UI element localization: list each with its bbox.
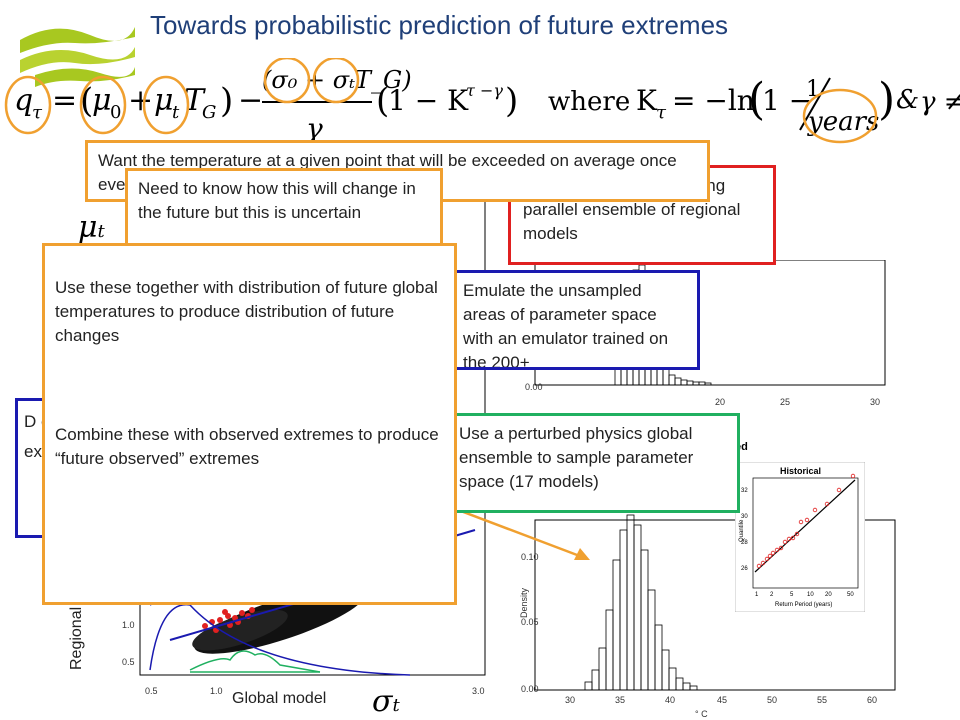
eq-where: where xyxy=(548,87,630,117)
inset-ytick-3: 30 xyxy=(741,514,748,520)
highlight-mu0 xyxy=(79,75,127,135)
page-title: Towards probabilistic prediction of futu… xyxy=(150,10,729,40)
orange-arrow xyxy=(444,503,590,560)
eq-K: Κ xyxy=(636,84,658,117)
histogram-bottom: 0.00 0.05 0.10 Density 30 35 40 45 50 55… xyxy=(519,441,896,719)
svg-text:(: ( xyxy=(376,81,389,121)
hist-top-ytick: 0.00 xyxy=(525,382,543,392)
svg-text:=: = xyxy=(52,83,77,118)
scatter-ytick-2: 0.5 xyxy=(122,657,135,667)
eq-amp: & xyxy=(896,85,919,115)
inset-plot: Historical 1 2 5 10 20 50 Return Period … xyxy=(735,462,865,612)
eq-tg-sub: G xyxy=(202,102,216,123)
svg-text:): ) xyxy=(505,81,518,121)
inset-ytick-2: 28 xyxy=(741,540,748,546)
hist-top-xtick-2: 30 xyxy=(870,397,880,407)
scatter-ytick-1: 1.0 xyxy=(122,620,135,630)
inset-ylabel: Quantile xyxy=(739,519,745,542)
logo-icon xyxy=(20,27,135,87)
box-emulate: Emulate the unsampled areas of parameter… xyxy=(420,270,700,370)
scatter-ylabel: Regional xyxy=(68,606,85,670)
scatter-xtick-2: 1.0 xyxy=(210,686,223,696)
inset-xtick-2: 2 xyxy=(770,592,774,598)
eq-mut-sub: t xyxy=(172,102,180,123)
text-combine: Combine these with observed extremes to … xyxy=(55,425,439,468)
eq-sigma-part: (σ₀ + σₜT_G) xyxy=(262,66,412,94)
eq-kappa-exp: τ −γ xyxy=(466,81,503,100)
svg-text:): ) xyxy=(878,74,895,125)
hist-bot-xtick-1: 30 xyxy=(565,695,575,705)
hist-bot-xtick-5: 50 xyxy=(767,695,777,705)
inset-title: Historical xyxy=(780,466,821,476)
inset-xtick-6: 50 xyxy=(847,592,854,598)
highlight-q xyxy=(4,75,52,135)
eq-K-sub: τ xyxy=(656,102,667,123)
inset-xtick-4: 10 xyxy=(807,592,814,598)
eq-mut: μ xyxy=(154,83,174,118)
box-need-to-know: Need to know how this will change in the… xyxy=(125,168,443,248)
hist-bot-ytick-3: 0.10 xyxy=(521,552,539,562)
scatter-xtick-3: 3.0 xyxy=(472,686,485,696)
text-use-together: Use these together with distribution of … xyxy=(55,278,438,345)
hist-bot-xtick-6: 55 xyxy=(817,695,827,705)
scatter-xlabel: Global model xyxy=(232,690,327,707)
hist-bot-ytick-1: 0.00 xyxy=(521,684,539,694)
eq-q-sub: τ xyxy=(32,102,43,123)
eq-gamma: γ xyxy=(306,112,323,145)
eq-q: q xyxy=(14,83,33,118)
hist-top-xtick-3: 20 xyxy=(715,397,725,407)
inset-xlabel: Return Period (years) xyxy=(775,602,832,608)
scatter-xtick-1: 0.5 xyxy=(145,686,158,696)
hist-bot-xtick-4: 45 xyxy=(717,695,727,705)
highlight-mut xyxy=(142,75,190,135)
hist-bot-ylabel: Density xyxy=(519,587,529,618)
eq-tg: T xyxy=(184,83,206,118)
highlight-years xyxy=(802,88,878,144)
eq-one-minus-k: 1 − Κ xyxy=(388,84,469,117)
svg-text:): ) xyxy=(220,81,233,121)
inset-ytick-4: 32 xyxy=(741,488,748,494)
hist-top-xtick-1: 25 xyxy=(780,397,790,407)
box-perturbed: Use a perturbed physics global ensemble … xyxy=(420,413,740,513)
inset-xtick-5: 20 xyxy=(825,592,832,598)
svg-text:−: − xyxy=(238,83,263,118)
eq-gamma-neq: γ ≠ 0 xyxy=(920,87,960,117)
red-points xyxy=(202,607,255,633)
scatter-x-symbol: σt xyxy=(372,684,400,719)
equation: q τ = ( μ 0 + μ t T G ) − (σ₀ + σₜT_G) γ… xyxy=(4,58,960,145)
eq-mu0-sub: 0 xyxy=(110,102,121,123)
inset-ytick-1: 26 xyxy=(741,566,748,572)
hist-bot-xtick-2: 35 xyxy=(615,695,625,705)
hist-bot-xtick-7: 60 xyxy=(867,695,877,705)
highlight-sigma0 xyxy=(263,58,311,104)
inset-xtick-3: 5 xyxy=(790,592,794,598)
hist-bot-xlabel: ° C xyxy=(695,709,708,719)
eq-mu0: μ xyxy=(92,83,112,118)
highlight-sigmat xyxy=(312,58,360,104)
inset-xtick-1: 1 xyxy=(755,592,759,598)
scatter-y-symbol: μt xyxy=(78,210,105,245)
svg-text:(: ( xyxy=(748,74,765,125)
box-use-together: Use these together with distribution of … xyxy=(42,243,457,605)
eq-minus-ln: = −ln xyxy=(672,84,755,117)
hist-bot-ytick-2: 0.05 xyxy=(521,617,539,627)
hist-bot-xtick-3: 40 xyxy=(665,695,675,705)
